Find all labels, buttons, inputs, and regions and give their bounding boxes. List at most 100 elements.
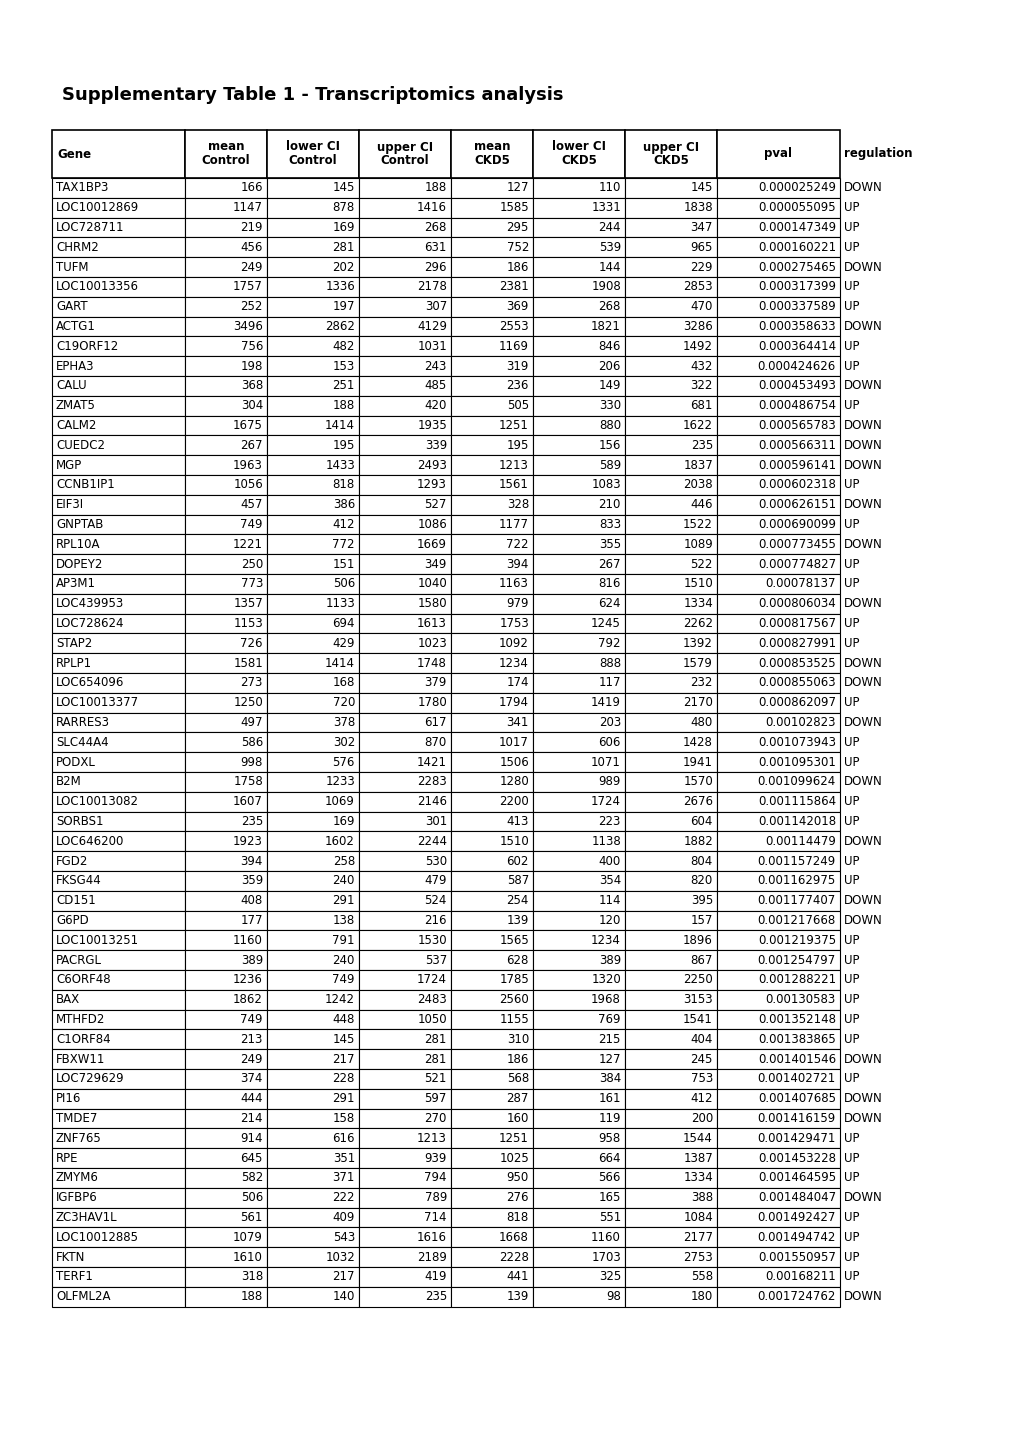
Text: 1040: 1040 <box>417 577 446 590</box>
Text: 291: 291 <box>332 1092 355 1105</box>
Text: 1280: 1280 <box>498 776 529 789</box>
Text: lower CI: lower CI <box>285 140 339 153</box>
Text: C19ORF12: C19ORF12 <box>56 340 118 353</box>
Text: 566: 566 <box>598 1171 621 1184</box>
Bar <box>52 474 184 495</box>
Bar <box>359 1148 450 1168</box>
Text: 2262: 2262 <box>683 617 712 630</box>
Text: 281: 281 <box>424 1053 446 1066</box>
Text: 0.001157249: 0.001157249 <box>757 855 836 868</box>
Text: 846: 846 <box>598 340 621 353</box>
Bar <box>267 812 359 832</box>
Text: 1613: 1613 <box>417 617 446 630</box>
Text: PODXL: PODXL <box>56 756 96 769</box>
Text: 409: 409 <box>332 1211 355 1224</box>
Bar <box>267 277 359 297</box>
Text: UP: UP <box>843 855 859 868</box>
Text: EPHA3: EPHA3 <box>56 359 95 372</box>
Bar <box>359 1050 450 1069</box>
Text: 153: 153 <box>332 359 355 372</box>
Bar <box>267 1009 359 1030</box>
Bar <box>359 1129 450 1148</box>
Bar <box>52 574 184 594</box>
Bar <box>716 456 840 474</box>
Bar <box>533 1268 625 1286</box>
Bar <box>716 970 840 989</box>
Text: 1541: 1541 <box>683 1012 712 1027</box>
Text: G6PD: G6PD <box>56 914 89 927</box>
Bar <box>267 753 359 771</box>
Text: 140: 140 <box>332 1291 355 1304</box>
Bar <box>184 851 267 871</box>
Bar <box>450 297 533 317</box>
Text: 195: 195 <box>506 438 529 451</box>
Text: 250: 250 <box>240 558 263 571</box>
Bar <box>52 989 184 1009</box>
Text: ZNF765: ZNF765 <box>56 1132 102 1145</box>
Bar <box>450 1286 533 1306</box>
Text: 1336: 1336 <box>325 280 355 293</box>
Bar <box>52 653 184 673</box>
Text: CKD5: CKD5 <box>560 154 596 167</box>
Text: 110: 110 <box>598 182 621 195</box>
Bar <box>52 535 184 554</box>
Bar <box>625 1129 716 1148</box>
Text: DOWN: DOWN <box>843 261 881 274</box>
Bar <box>184 515 267 535</box>
Bar <box>52 277 184 297</box>
Text: 328: 328 <box>506 497 529 512</box>
Bar <box>450 336 533 356</box>
Text: 359: 359 <box>240 874 263 887</box>
Bar <box>625 1069 716 1089</box>
Text: AP3M1: AP3M1 <box>56 577 96 590</box>
Text: 378: 378 <box>332 717 355 730</box>
Bar <box>52 832 184 851</box>
Text: 1669: 1669 <box>417 538 446 551</box>
Bar <box>359 554 450 574</box>
Bar <box>625 317 716 336</box>
Text: 341: 341 <box>506 717 529 730</box>
Text: 818: 818 <box>332 479 355 492</box>
Text: DOWN: DOWN <box>843 420 881 433</box>
Text: UP: UP <box>843 934 859 947</box>
Text: 0.001115864: 0.001115864 <box>757 795 836 808</box>
Bar <box>184 1268 267 1286</box>
Bar <box>52 753 184 771</box>
Text: 1221: 1221 <box>232 538 263 551</box>
Bar <box>450 832 533 851</box>
Bar <box>267 792 359 812</box>
Bar <box>450 733 533 753</box>
Bar <box>184 435 267 456</box>
Bar <box>184 753 267 771</box>
Text: 0.001724762: 0.001724762 <box>757 1291 836 1304</box>
Bar <box>359 1089 450 1109</box>
Text: 0.001550957: 0.001550957 <box>757 1250 836 1263</box>
Text: LOC10012885: LOC10012885 <box>56 1231 139 1244</box>
Bar <box>716 753 840 771</box>
Bar <box>359 515 450 535</box>
Text: DOWN: DOWN <box>843 1053 881 1066</box>
Text: TMDE7: TMDE7 <box>56 1112 97 1125</box>
Bar <box>267 574 359 594</box>
Text: 3153: 3153 <box>683 994 712 1007</box>
Text: 2038: 2038 <box>683 479 712 492</box>
Text: 1510: 1510 <box>683 577 712 590</box>
Text: 722: 722 <box>506 538 529 551</box>
Text: 156: 156 <box>598 438 621 451</box>
Text: 1083: 1083 <box>591 479 621 492</box>
Bar <box>184 970 267 989</box>
Text: 369: 369 <box>506 300 529 313</box>
Text: 319: 319 <box>506 359 529 372</box>
Bar <box>184 733 267 753</box>
Bar <box>716 474 840 495</box>
Bar <box>716 832 840 851</box>
Text: 497: 497 <box>240 717 263 730</box>
Text: DOPEY2: DOPEY2 <box>56 558 103 571</box>
Bar <box>450 692 533 712</box>
Bar <box>184 1247 267 1268</box>
Text: 1392: 1392 <box>683 637 712 650</box>
Bar <box>450 1050 533 1069</box>
Bar <box>625 771 716 792</box>
Text: DOWN: DOWN <box>843 320 881 333</box>
Bar <box>52 198 184 218</box>
